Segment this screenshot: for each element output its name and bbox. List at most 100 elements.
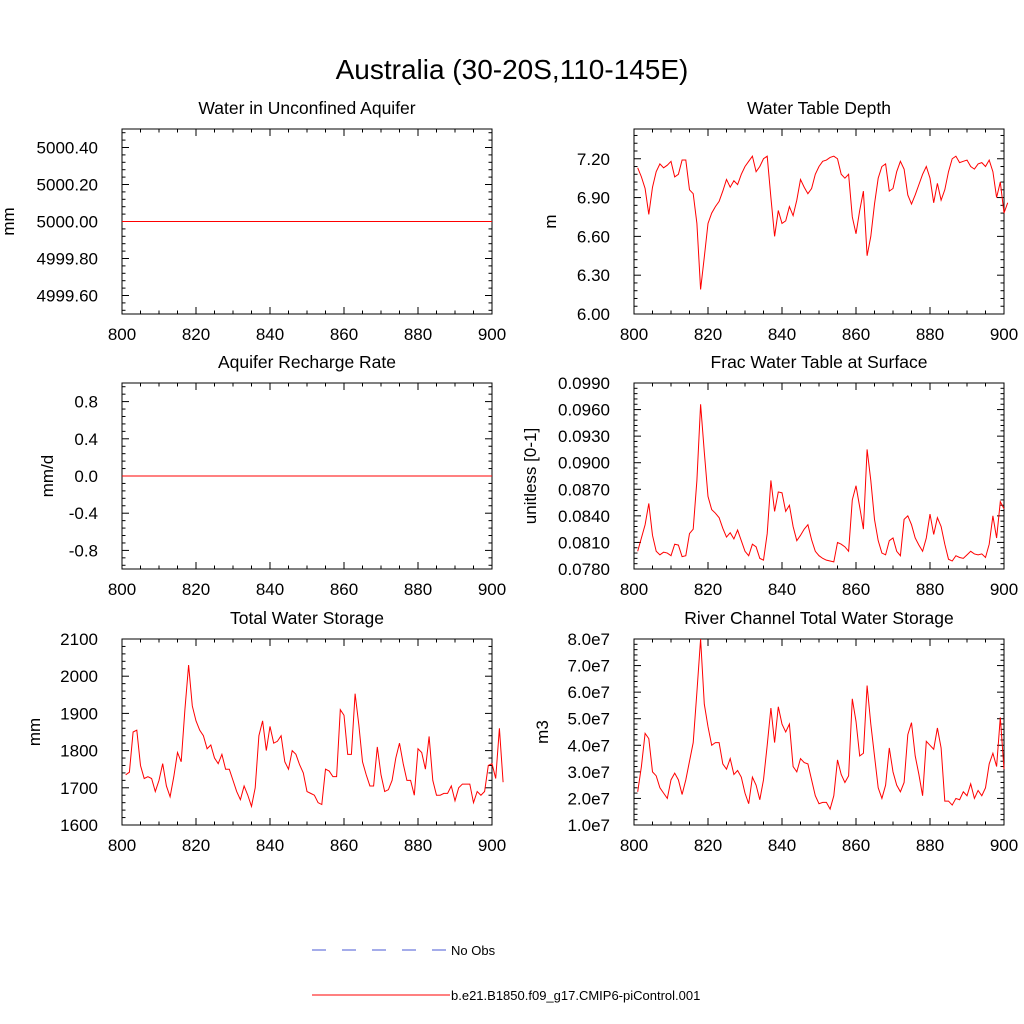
x-tick-label: 860 <box>842 325 870 344</box>
panel-5: 800 820 840 860 880 900 1600 1700 1800 1900 2000 21… <box>25 608 506 855</box>
y-tick-label: 0.0930 <box>558 427 610 446</box>
y-tick-label: 3.0e7 <box>567 763 610 782</box>
series-line <box>637 404 1005 563</box>
y-axis-label: mm <box>0 207 18 235</box>
x-tick-label: 840 <box>768 836 796 855</box>
y-tick-label: 0.4 <box>74 430 98 449</box>
y-tick-label: 1600 <box>60 816 98 835</box>
y-tick-label: 0.0960 <box>558 401 610 420</box>
x-tick-label: 820 <box>694 836 722 855</box>
x-tick-label: 820 <box>182 325 210 344</box>
y-tick-label: 0.0990 <box>558 374 610 393</box>
panel-1: 800 820 840 860 880 900 4999.60 4999.80 5000.00 5… <box>0 98 506 344</box>
panel-title: Total Water Storage <box>230 608 384 628</box>
x-tick-label: 900 <box>990 836 1018 855</box>
y-tick-label: -0.8 <box>69 541 98 560</box>
x-tick-label: 860 <box>842 836 870 855</box>
y-axis-label: m <box>541 214 560 228</box>
panels: 800 820 840 860 880 900 4999.60 4999.80 5000.00 5… <box>0 98 1018 855</box>
y-axis-label: mm <box>25 718 44 746</box>
figure-title: Australia (30-20S,110-145E) <box>336 54 689 85</box>
y-tick-label: 5000.00 <box>37 213 98 232</box>
y-tick-label: 7.0e7 <box>567 657 610 676</box>
plot-frame <box>633 382 1005 570</box>
x-tick-label: 800 <box>620 836 648 855</box>
y-tick-label: 1800 <box>60 742 98 761</box>
y-tick-label: 8.0e7 <box>567 630 610 649</box>
x-tick-label: 840 <box>768 325 796 344</box>
x-tick-label: 880 <box>916 580 944 599</box>
x-tick-label: 800 <box>620 325 648 344</box>
legend-item: No Obs <box>312 943 496 958</box>
y-tick-label: 1.0e7 <box>567 816 610 835</box>
panel-2: 800 820 840 860 880 900 6.00 6.30 6.60 6.90 7.20 Wa… <box>541 98 1018 344</box>
panel-3: 800 820 840 860 880 900 -0.8 -0.4 0.0 0.4 0.8 Aquif… <box>38 352 506 599</box>
panel-title: Water in Unconfined Aquifer <box>198 98 415 118</box>
x-tick-label: 860 <box>330 836 358 855</box>
y-tick-label: 6.60 <box>577 227 610 246</box>
y-tick-label: 6.90 <box>577 189 610 208</box>
series-line <box>637 638 1005 811</box>
panel-title: Aquifer Recharge Rate <box>218 352 396 372</box>
series-line <box>125 664 504 809</box>
y-tick-label: 2100 <box>60 630 98 649</box>
panel-title: Frac Water Table at Surface <box>711 352 928 372</box>
x-tick-label: 820 <box>694 580 722 599</box>
x-tick-label: 880 <box>404 325 432 344</box>
x-tick-label: 800 <box>108 325 136 344</box>
y-tick-label: 0.0840 <box>558 507 610 526</box>
y-tick-label: 5000.20 <box>37 176 98 195</box>
x-tick-label: 800 <box>620 580 648 599</box>
y-tick-label: 0.8 <box>74 393 98 412</box>
x-tick-label: 900 <box>478 836 506 855</box>
x-tick-label: 880 <box>916 325 944 344</box>
x-tick-label: 900 <box>990 325 1018 344</box>
x-tick-label: 800 <box>108 580 136 599</box>
panel-4: 800 820 840 860 880 900 0.0780 0.0810 0.0840 0.08… <box>521 352 1018 599</box>
x-tick-label: 880 <box>916 836 944 855</box>
x-tick-label: 900 <box>478 580 506 599</box>
plot-frame <box>633 638 1005 826</box>
x-tick-label: 900 <box>478 325 506 344</box>
y-tick-label: 0.0 <box>74 467 98 486</box>
x-tick-label: 880 <box>404 836 432 855</box>
y-tick-label: 7.20 <box>577 150 610 169</box>
plot-frame <box>121 638 493 826</box>
x-tick-label: 820 <box>694 325 722 344</box>
legend: No Obs b.e21.B1850.f09_g17.CMIP6-piContro… <box>312 943 700 1003</box>
y-tick-label: 6.30 <box>577 266 610 285</box>
legend-label: b.e21.B1850.f09_g17.CMIP6-piControl.001 <box>451 988 700 1003</box>
plot-frame <box>633 128 1005 315</box>
y-tick-label: 0.0870 <box>558 480 610 499</box>
x-tick-label: 800 <box>108 836 136 855</box>
y-tick-label: 0.0810 <box>558 533 610 552</box>
legend-label: No Obs <box>451 943 496 958</box>
y-tick-label: 6.0e7 <box>567 683 610 702</box>
legend-item: b.e21.B1850.f09_g17.CMIP6-piControl.001 <box>312 988 700 1003</box>
y-tick-label: 4999.60 <box>37 287 98 306</box>
panel-title: River Channel Total Water Storage <box>684 608 953 628</box>
x-tick-label: 840 <box>256 580 284 599</box>
y-tick-label: 1900 <box>60 704 98 723</box>
y-tick-label: 4999.80 <box>37 250 98 269</box>
panel-6: 800 820 840 860 880 900 1.0e7 2.0e7 3.0e7 4.0e7 5.… <box>533 608 1018 855</box>
x-tick-label: 860 <box>330 580 358 599</box>
x-tick-label: 860 <box>330 325 358 344</box>
x-tick-label: 820 <box>182 836 210 855</box>
x-tick-label: 840 <box>256 836 284 855</box>
x-tick-label: 840 <box>256 325 284 344</box>
y-tick-label: 1700 <box>60 779 98 798</box>
y-tick-label: 0.0780 <box>558 560 610 579</box>
x-tick-label: 900 <box>990 580 1018 599</box>
x-tick-label: 880 <box>404 580 432 599</box>
y-tick-label: 5.0e7 <box>567 710 610 729</box>
y-axis-label: mm/d <box>38 455 57 498</box>
panel-title: Water Table Depth <box>747 98 891 118</box>
y-tick-label: 4.0e7 <box>567 736 610 755</box>
series-line <box>637 154 1009 290</box>
x-tick-label: 860 <box>842 580 870 599</box>
x-tick-label: 840 <box>768 580 796 599</box>
y-tick-label: 2.0e7 <box>567 789 610 808</box>
y-tick-label: 5000.40 <box>37 139 98 158</box>
